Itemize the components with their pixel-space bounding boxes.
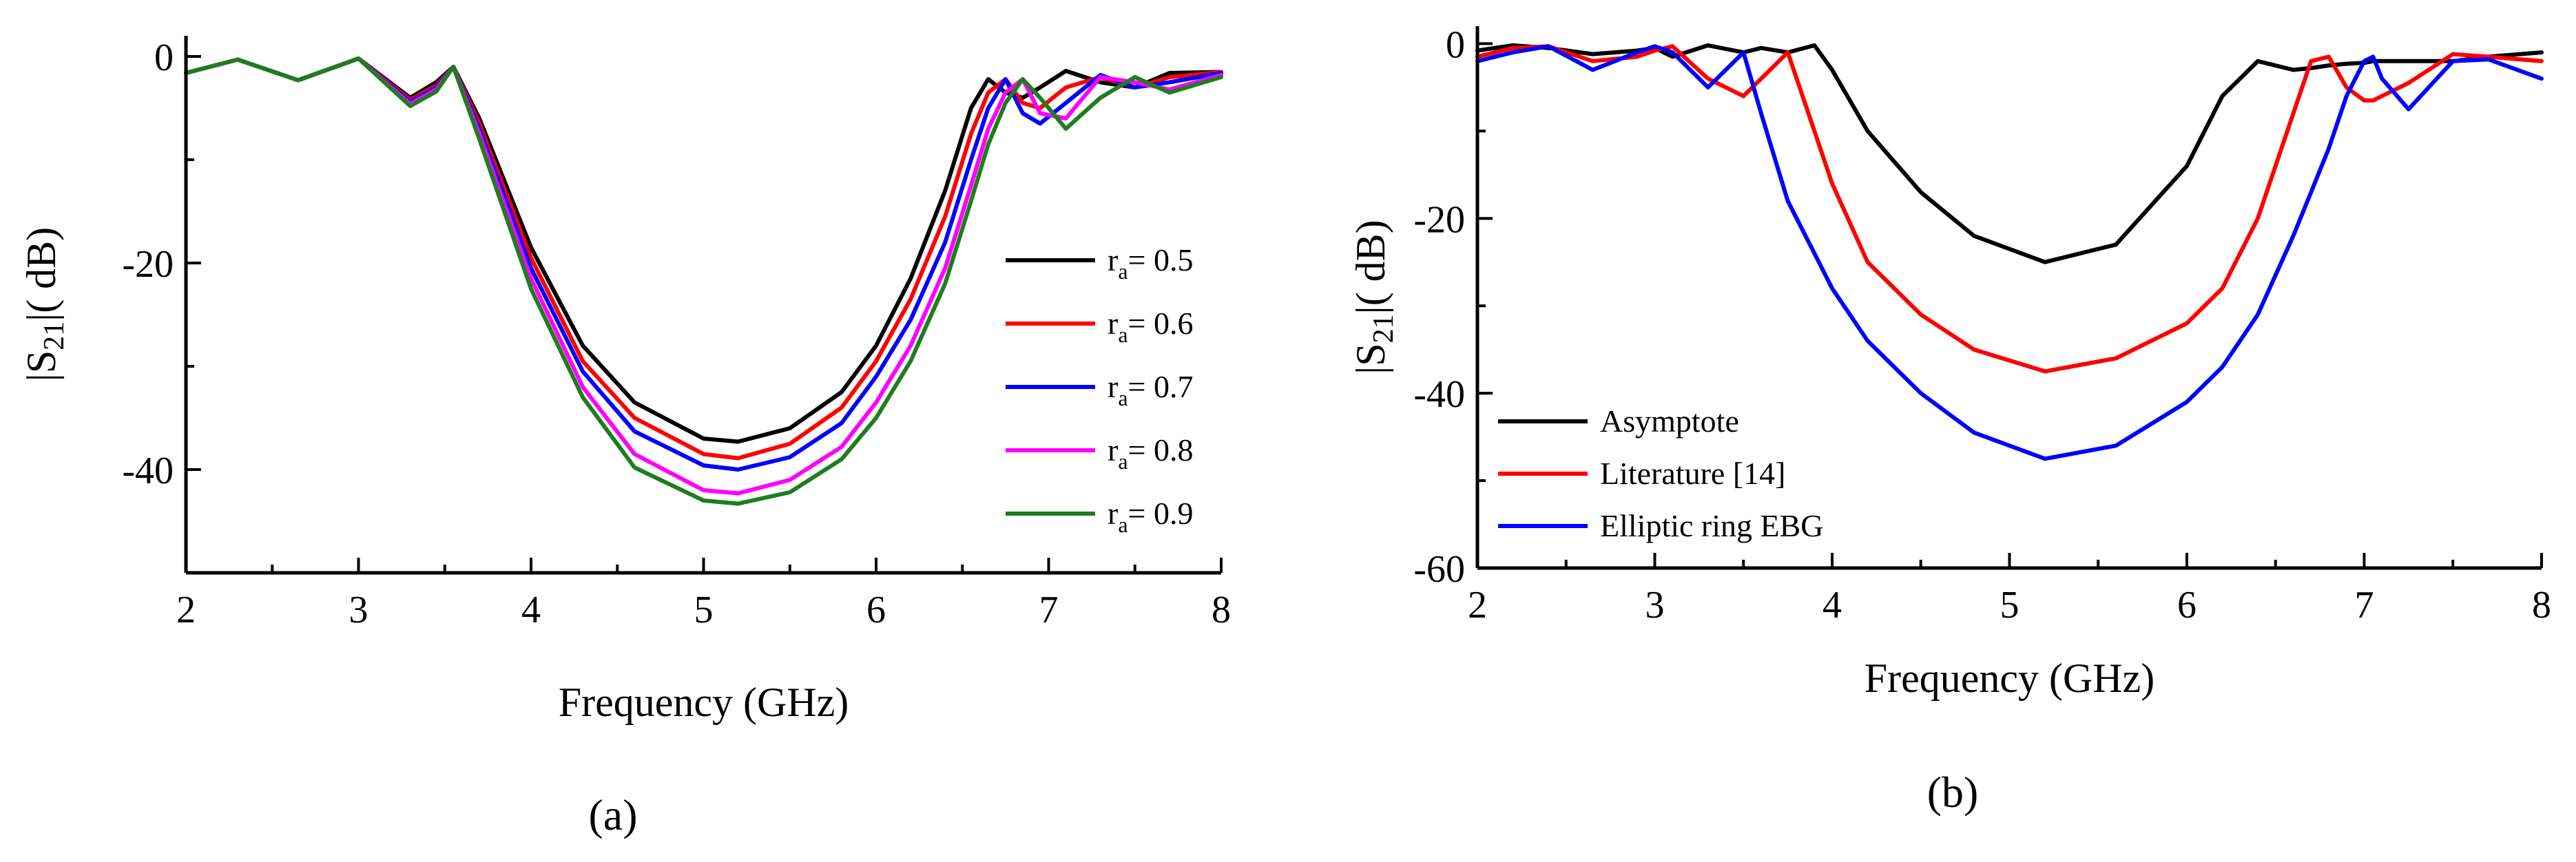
x-tick-label-b: 4 — [1822, 584, 1842, 627]
x-tick-label-b: 8 — [2532, 584, 2551, 627]
x-tick-label-a: 7 — [1039, 589, 1059, 631]
legend-label-b-3: Elliptic ring EBG — [1600, 508, 1824, 543]
series-line-a-4 — [184, 56, 1223, 496]
chart-panel-b: 2 3 4 5 6 7 8 0 -20 -40 -60 Frequency (GHz) |S21|( d… — [1348, 23, 2551, 701]
y-tick-label-b: 0 — [1446, 23, 1465, 66]
x-axis-title-a: Frequency (GHz) — [559, 680, 849, 725]
x-tick-label-a: 2 — [176, 589, 196, 631]
legend-label-a-1: ra= 0.5 — [1108, 242, 1193, 284]
y-tick-label-a: -40 — [122, 450, 174, 492]
y-tick-label-b: -40 — [1413, 373, 1465, 416]
x-tick-label-a: 3 — [349, 589, 368, 631]
legend-label-a-3: ra= 0.7 — [1108, 369, 1193, 410]
y-tick-label-b: -20 — [1413, 198, 1465, 241]
y-axis-title-a: |S21|( dB) — [19, 227, 70, 381]
legend-label-b-1: Asymptote — [1600, 403, 1739, 439]
x-tick-label-a: 5 — [694, 589, 714, 631]
series-line-a-5 — [184, 56, 1223, 506]
x-axis-title-b: Frequency (GHz) — [1865, 655, 2155, 701]
x-tick-label-b: 5 — [2000, 584, 2019, 627]
y-tick-label-b: -60 — [1413, 548, 1465, 591]
series-line-a-1 — [184, 56, 1223, 444]
x-tick-label-a: 8 — [1212, 589, 1231, 631]
chart-panel-a: 2 3 4 5 6 7 8 0 -20 -40 Frequency (GHz) |S21|( dB) r… — [19, 36, 1231, 725]
x-tick-label-b: 7 — [2355, 584, 2374, 627]
x-tick-label-b: 3 — [1645, 584, 1665, 627]
x-tick-label-b: 2 — [1468, 584, 1487, 627]
y-tick-label-a: -20 — [122, 243, 174, 286]
legend-label-a-4: ra= 0.8 — [1108, 432, 1193, 474]
panel-label-b: (b) — [1927, 768, 1979, 817]
x-tick-label-a: 4 — [521, 589, 541, 631]
x-tick-label-a: 6 — [866, 589, 886, 631]
x-tick-label-b: 6 — [2177, 584, 2196, 627]
series-line-b-3 — [1475, 44, 2544, 461]
legend-label-a-5: ra= 0.9 — [1108, 496, 1193, 537]
panel-label-a: (a) — [588, 790, 637, 839]
series-line-b-2 — [1475, 44, 2544, 374]
legend-label-a-2: ra= 0.6 — [1108, 306, 1193, 347]
y-tick-label-a: 0 — [154, 36, 174, 79]
legend-label-b-2: Literature [14] — [1600, 456, 1785, 491]
y-axis-title-b: |S21|( dB) — [1348, 220, 1400, 374]
